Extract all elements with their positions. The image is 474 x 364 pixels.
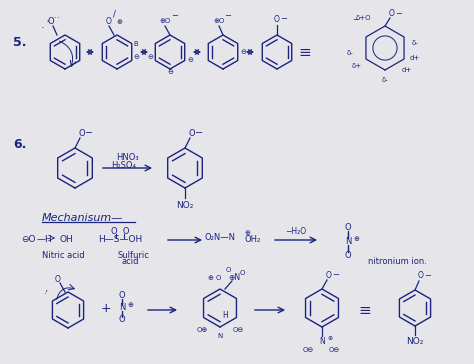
- Text: O: O: [274, 15, 280, 24]
- Text: O: O: [239, 270, 245, 276]
- Text: −: −: [395, 9, 402, 19]
- Text: OH: OH: [59, 236, 73, 245]
- Text: ⊕: ⊕: [207, 275, 213, 281]
- Text: ·': ·': [44, 289, 48, 298]
- Text: O: O: [189, 128, 195, 138]
- Text: O: O: [418, 272, 424, 281]
- Text: δ+O: δ+O: [355, 15, 371, 21]
- Text: −: −: [281, 15, 288, 24]
- Text: H—S—OH: H—S—OH: [98, 236, 142, 245]
- Text: −: −: [352, 17, 358, 23]
- Text: O⊖: O⊖: [302, 347, 314, 353]
- Text: ⊖O: ⊖O: [21, 236, 35, 245]
- Text: O: O: [106, 16, 112, 25]
- Text: −: −: [225, 12, 231, 20]
- Text: ⊕O: ⊕O: [159, 18, 171, 24]
- Text: O⊖: O⊖: [232, 327, 244, 333]
- Text: N: N: [345, 237, 351, 246]
- Text: OH₂: OH₂: [245, 236, 261, 245]
- Text: ⊕: ⊕: [353, 236, 359, 242]
- Text: δ-: δ-: [382, 77, 388, 83]
- Text: O: O: [215, 275, 221, 281]
- Text: ⊕: ⊕: [116, 19, 122, 25]
- Text: O₂N—N: O₂N—N: [204, 233, 236, 241]
- Text: N: N: [319, 337, 325, 347]
- Text: N: N: [218, 333, 223, 339]
- Text: —H: —H: [36, 236, 52, 245]
- Text: O: O: [326, 270, 332, 280]
- Text: −: −: [172, 12, 179, 20]
- Text: d+: d+: [410, 55, 420, 61]
- Text: ⊕: ⊕: [328, 336, 333, 341]
- Text: ⊕N: ⊕N: [228, 273, 240, 282]
- Text: N: N: [119, 304, 125, 313]
- Text: δ-: δ-: [411, 40, 419, 46]
- Text: 5.: 5.: [13, 36, 27, 48]
- Text: /: /: [112, 9, 116, 19]
- Text: ≡: ≡: [299, 44, 311, 59]
- Text: H₂SO₄: H₂SO₄: [111, 162, 137, 170]
- Text: O: O: [225, 267, 231, 273]
- Text: ⊕: ⊕: [244, 230, 250, 236]
- Text: O: O: [345, 252, 351, 261]
- Text: ·: ·: [41, 23, 45, 33]
- Text: acid: acid: [122, 257, 139, 266]
- Text: O: O: [55, 274, 61, 284]
- Text: ⊖: ⊖: [147, 54, 153, 60]
- Text: O  O: O O: [111, 228, 129, 237]
- Text: H: H: [222, 312, 228, 320]
- Text: O: O: [79, 128, 85, 138]
- Text: ⊕O: ⊕O: [213, 18, 225, 24]
- Text: B: B: [134, 41, 138, 47]
- Text: NO₂: NO₂: [406, 337, 424, 347]
- Text: Nitric acid: Nitric acid: [42, 250, 85, 260]
- Text: HNO₃: HNO₃: [116, 153, 138, 162]
- Text: +: +: [100, 301, 111, 314]
- Text: ≡: ≡: [359, 302, 371, 317]
- Text: ⊖: ⊖: [167, 69, 173, 75]
- Text: O: O: [345, 223, 351, 233]
- Text: NO₂: NO₂: [176, 202, 194, 210]
- Text: ': ': [46, 20, 48, 28]
- Text: 6.: 6.: [13, 138, 27, 151]
- Text: −H₂O: −H₂O: [285, 228, 307, 237]
- Text: ⊖: ⊖: [133, 54, 139, 60]
- Text: −: −: [425, 272, 431, 281]
- Text: ⊖: ⊖: [187, 57, 193, 63]
- Text: O: O: [389, 9, 395, 19]
- Text: ˙˙: ˙˙: [53, 17, 61, 27]
- Text: δ-: δ-: [346, 50, 354, 56]
- Text: δ+: δ+: [352, 63, 362, 69]
- Text: −: −: [195, 128, 203, 138]
- Text: ⊖: ⊖: [240, 49, 246, 55]
- Text: O⊖: O⊖: [328, 347, 340, 353]
- Text: Mechanisum—: Mechanisum—: [42, 213, 123, 223]
- Text: O⊕: O⊕: [196, 327, 208, 333]
- Text: O: O: [118, 292, 125, 301]
- Text: O: O: [48, 17, 55, 27]
- Text: −: −: [85, 128, 93, 138]
- Text: O: O: [118, 316, 125, 324]
- Text: Sulfuric: Sulfuric: [118, 250, 150, 260]
- Text: nitronium ion.: nitronium ion.: [368, 257, 427, 266]
- Text: d+: d+: [402, 67, 412, 73]
- Text: ⊕: ⊕: [127, 302, 133, 308]
- Text: −: −: [332, 270, 339, 280]
